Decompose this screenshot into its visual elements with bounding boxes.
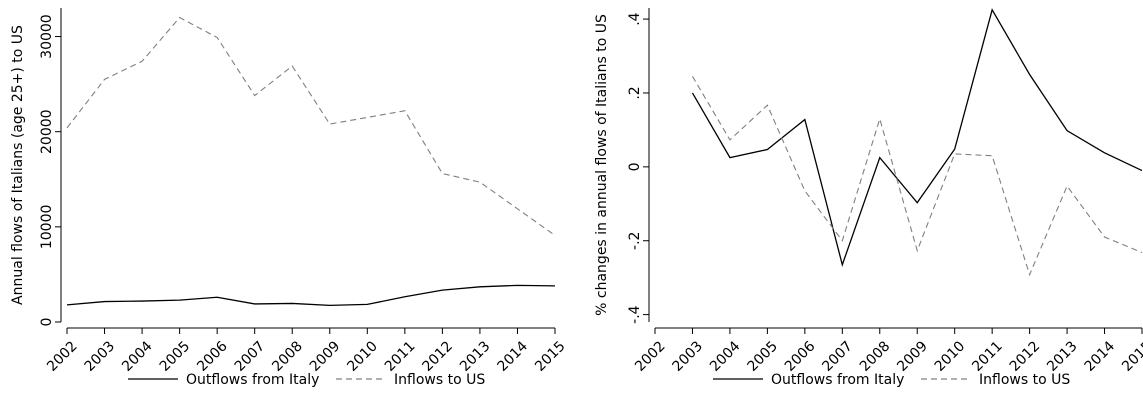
panel2-x-tick-label: 2003	[670, 338, 707, 375]
panel1-y-tick-label: 10000	[39, 205, 55, 250]
panel2-x-tick-label: 2011	[969, 338, 1006, 375]
panel2-x-tick-label: 2013	[1044, 338, 1081, 375]
panel1-x-tick-label: 2012	[419, 338, 456, 375]
panel1-x-tick-label: 2008	[269, 338, 306, 375]
panel2-x-tick-label: 2012	[1007, 338, 1044, 375]
panel2-x-tick-label: 2008	[857, 338, 894, 375]
panel1-y-tick-label: 0	[39, 318, 55, 327]
panel2-x-tick-label: 2006	[782, 338, 819, 375]
panel1-y-tick-label: 20000	[39, 109, 55, 154]
panel1-x-tick-label: 2005	[157, 338, 194, 375]
panel2-x-tick-label: 2005	[744, 338, 781, 375]
panel2-y-tick-label: 0	[627, 162, 643, 171]
panel2-series-outflows-italy-line	[691, 8, 1143, 267]
panel1-x-tick-label: 2013	[457, 338, 494, 375]
panel2-x-tick-label: 2007	[819, 338, 856, 375]
panel1-x-tick-label: 2011	[382, 338, 419, 375]
panel1-y-tick-label: 30000	[39, 14, 55, 59]
panel2-y-tick-label: .2	[627, 86, 643, 99]
panel1-x-tick-label: 2007	[232, 338, 269, 375]
panel1-y-axis-title: Annual flows of Italians (age 25+) to US	[10, 25, 26, 305]
panel2-series-inflows-us-line	[691, 76, 1143, 277]
panel1-x-tick-label: 2004	[119, 338, 156, 375]
panel1-series-inflows-us-line	[66, 16, 556, 236]
panel2-legend-label-inflows: Inflows to US	[979, 372, 1070, 388]
panel2-y-tick-label: -.4	[627, 305, 643, 324]
panel2-legend-label-outflows: Outflows from Italy	[771, 372, 904, 388]
panel1-x-tick-label: 2014	[495, 338, 532, 375]
panel2-x-tick-label: 2010	[932, 338, 969, 375]
panel1-legend-label-inflows: Inflows to US	[394, 372, 485, 388]
panel1-x-tick-label: 2009	[307, 338, 344, 375]
panel1-x-tick-label: 2010	[344, 338, 381, 375]
panel1-legend-label-outflows: Outflows from Italy	[186, 372, 319, 388]
panel2-x-tick-label: 2014	[1082, 338, 1119, 375]
panel2-x-tick-label: 2002	[632, 338, 669, 375]
panel2-x-tick-label: 2004	[707, 338, 744, 375]
panel-left-annual-flows: 0 10000 20000 30000 2002 2003 2004 2005 2006 2007…	[10, 8, 569, 388]
panel2-y-axis-title: % changes in annual flows of Italians to…	[594, 14, 610, 316]
panel1-x-tick-label: 2006	[194, 338, 231, 375]
panel2-x-tick-label: 2015	[1119, 338, 1143, 375]
panel1-series-outflows-italy-line	[66, 284, 556, 306]
panel1-x-tick-label: 2003	[82, 338, 119, 375]
panel2-y-tick-label: .4	[627, 12, 643, 25]
panel2-y-tick-label: -.2	[627, 232, 643, 250]
panel1-x-tick-label: 2015	[532, 338, 569, 375]
panel2-x-tick-label: 2009	[894, 338, 931, 375]
panel1-x-tick-label: 2002	[44, 338, 81, 375]
